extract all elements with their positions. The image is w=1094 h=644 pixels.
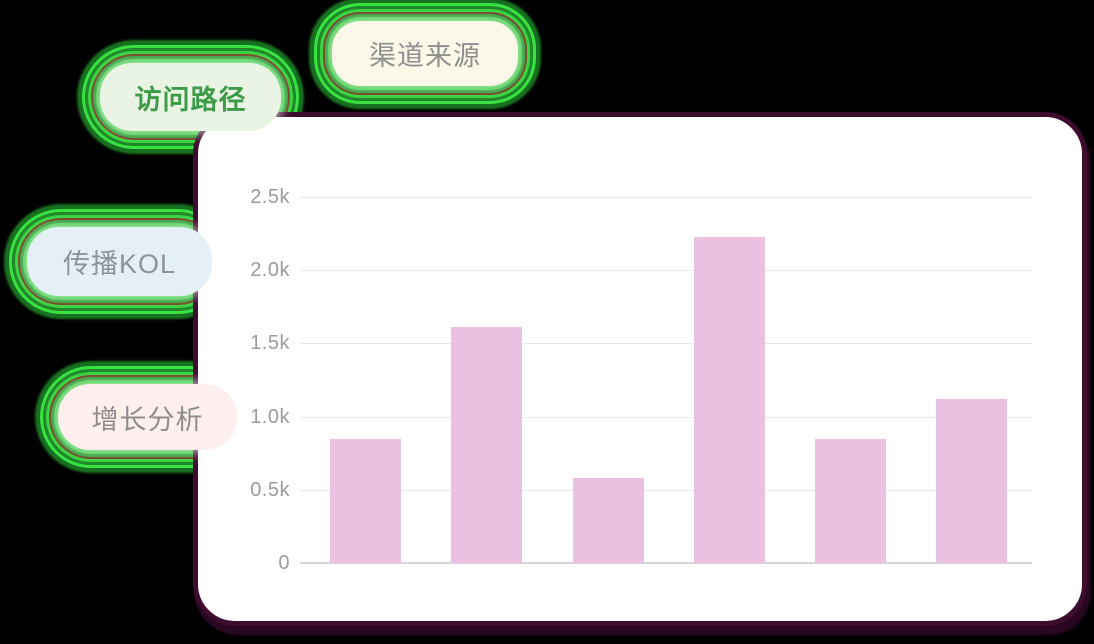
gridline bbox=[300, 197, 1032, 198]
x-axis-line bbox=[300, 562, 1032, 564]
y-tick-label: 2.5k bbox=[250, 186, 290, 208]
bar-chart: 2.5k 2.0k 1.5k 1.0k 0.5k 0 bbox=[198, 117, 1082, 621]
tag-visit-path[interactable]: 访问路径 bbox=[100, 63, 281, 131]
gridline bbox=[300, 343, 1032, 345]
bar[interactable] bbox=[694, 237, 765, 563]
y-tick-label: 1.5k bbox=[250, 332, 290, 355]
bar[interactable] bbox=[330, 439, 401, 563]
bar[interactable] bbox=[936, 399, 1007, 563]
bar[interactable] bbox=[815, 439, 886, 563]
chart-card: 2.5k 2.0k 1.5k 1.0k 0.5k 0 bbox=[193, 112, 1087, 626]
bar[interactable] bbox=[451, 327, 522, 563]
y-tick-label: 2.0k bbox=[250, 259, 290, 282]
y-tick-label: 0 bbox=[278, 552, 290, 574]
gridline bbox=[300, 489, 1032, 491]
y-tick-label: 0.5k bbox=[250, 478, 290, 501]
y-tick-label: 1.0k bbox=[250, 405, 290, 428]
gridline bbox=[300, 416, 1032, 418]
tag-channel-source[interactable]: 渠道来源 bbox=[332, 21, 518, 86]
gridline bbox=[300, 270, 1032, 272]
bar[interactable] bbox=[573, 478, 644, 563]
tag-kol[interactable]: 传播KOL bbox=[27, 227, 212, 296]
tag-growth[interactable]: 增长分析 bbox=[58, 384, 237, 450]
